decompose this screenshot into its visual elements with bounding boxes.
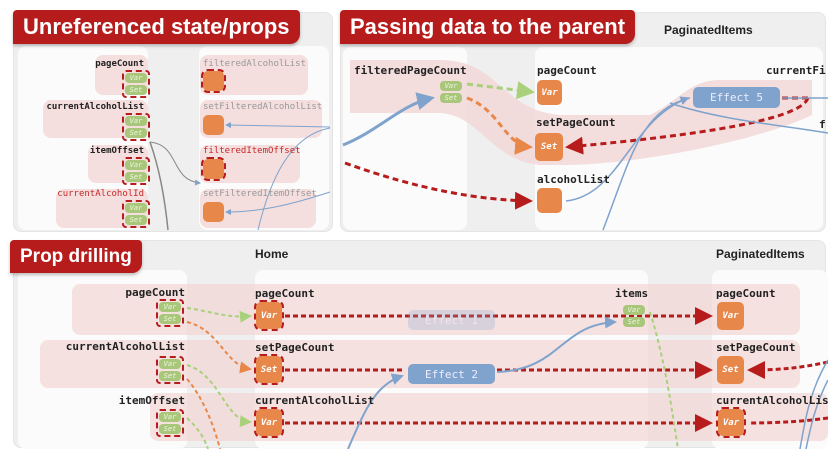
state-node[interactable]	[201, 157, 226, 181]
var-chip: Var	[159, 412, 181, 422]
set-chip: Set	[125, 85, 147, 95]
node-label: itemOffset	[118, 394, 185, 407]
component-header: PaginatedItems	[664, 23, 753, 37]
node-label: filteredAlcoholList	[203, 59, 306, 69]
node-label: setPageCount	[716, 341, 796, 354]
set-chip: Set	[125, 215, 147, 225]
node-label: currentAlcoholId	[57, 189, 144, 199]
set-chip: Set	[623, 317, 645, 327]
set-node[interactable]: Set	[717, 356, 744, 384]
node-label: setPageCount	[255, 341, 335, 354]
var-set-chips[interactable]: Var Set	[156, 356, 184, 384]
var-chip: Var	[159, 302, 181, 312]
var-node[interactable]: Var	[716, 407, 746, 438]
state-node[interactable]	[203, 115, 224, 135]
set-node[interactable]: Set	[254, 354, 284, 385]
state-node[interactable]	[201, 69, 226, 93]
node-label: pageCount	[716, 287, 776, 300]
node-label: pageCount	[125, 286, 185, 299]
node-label: itemOffset	[89, 146, 144, 156]
panel-title: Prop drilling	[10, 240, 142, 273]
var-chip: Var	[623, 305, 645, 315]
set-chip: Set	[159, 314, 181, 324]
node-label: alcoholList	[537, 173, 610, 186]
component-header: PaginatedItems	[716, 247, 805, 261]
var-node[interactable]: Var	[537, 80, 562, 105]
node-label: currentAlcoholList	[46, 102, 144, 112]
panel-title: Unreferenced state/props	[13, 10, 300, 44]
var-chip: Var	[159, 359, 181, 369]
node-label: f	[819, 118, 826, 131]
var-node[interactable]: Var	[254, 407, 284, 438]
node-label: filteredItemOffset	[203, 146, 301, 156]
node-label: setFilteredAlcoholList	[203, 102, 323, 112]
state-node[interactable]	[203, 202, 224, 222]
component-header: Home	[255, 247, 289, 261]
set-chip: Set	[159, 371, 181, 381]
var-set-chips[interactable]: Var Set	[122, 70, 150, 98]
panel-title: Passing data to the parent	[340, 10, 636, 44]
node-label: currentAlcoholLis	[716, 394, 828, 407]
var-set-chips[interactable]: Var Set	[122, 157, 150, 185]
var-set-chips[interactable]: Var Set	[122, 113, 150, 141]
effect-node[interactable]: Effect 5	[693, 87, 780, 108]
var-chip: Var	[440, 81, 462, 91]
var-set-chips[interactable]: Var Set	[437, 78, 465, 106]
set-node[interactable]: Set	[535, 133, 563, 161]
var-set-chips[interactable]: Var Set	[122, 200, 150, 228]
node-label: setFilteredItemOffset	[203, 189, 317, 199]
node-label: filteredPageCount	[354, 64, 467, 77]
var-chip: Var	[125, 203, 147, 213]
effect-node[interactable]: Effect 2	[408, 364, 495, 384]
node-label: currentAlcoholList	[255, 394, 375, 407]
var-chip: Var	[125, 116, 147, 126]
node-label: currentAlcoholList	[65, 340, 185, 353]
node-label: pageCount	[255, 287, 315, 300]
var-set-chips[interactable]: Var Set	[156, 409, 184, 437]
state-node[interactable]	[537, 188, 562, 213]
set-chip: Set	[125, 172, 147, 182]
node-label: currentFi	[766, 64, 826, 77]
set-chip: Set	[125, 128, 147, 138]
var-chip: Var	[125, 160, 147, 170]
node-label: pageCount	[95, 59, 144, 69]
var-node[interactable]: Var	[254, 300, 284, 331]
var-set-chips[interactable]: Var Set	[156, 299, 184, 327]
node-label: setPageCount	[536, 116, 616, 129]
set-chip: Set	[159, 424, 181, 434]
var-set-chips[interactable]: Var Set	[620, 302, 648, 330]
node-label: pageCount	[537, 64, 597, 77]
var-node[interactable]: Var	[717, 302, 744, 330]
node-label: items	[615, 287, 649, 300]
set-chip: Set	[440, 93, 462, 103]
effect-node[interactable]: Effect 1	[408, 310, 495, 330]
var-chip: Var	[125, 73, 147, 83]
